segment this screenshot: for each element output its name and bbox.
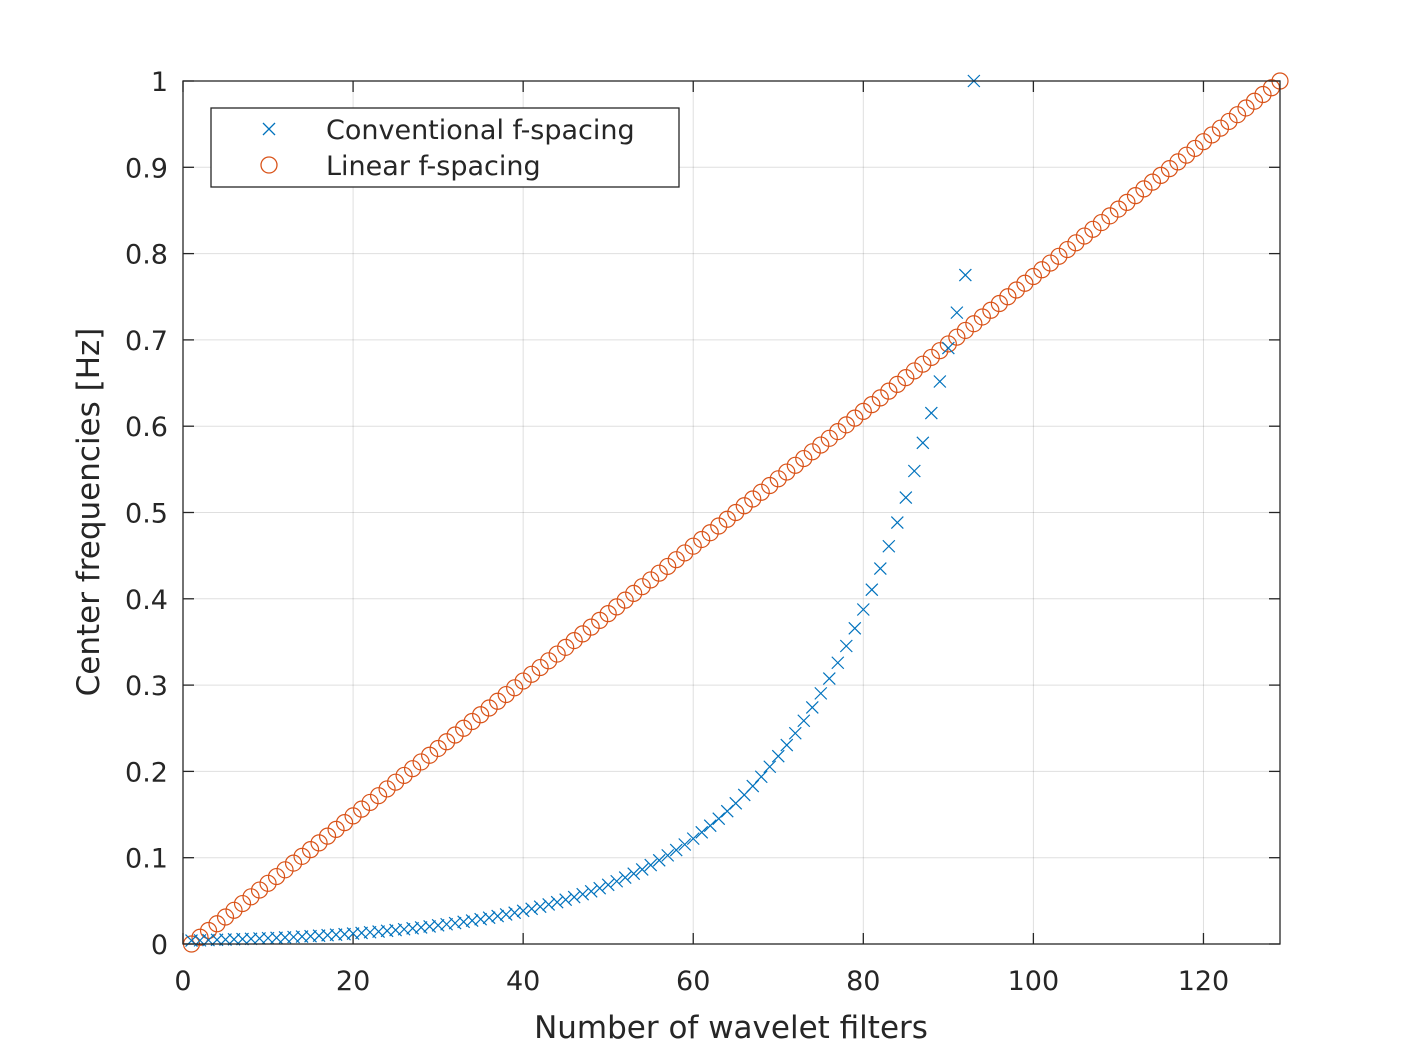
data-point-conventional <box>482 911 496 925</box>
x-tick-labels: 0 20 40 60 80 100 120 <box>174 966 1229 997</box>
data-point-conventional <box>950 306 964 320</box>
y-tick-label: 0.7 <box>125 326 168 357</box>
data-point-conventional <box>610 874 624 888</box>
data-point-conventional <box>576 887 590 901</box>
data-point-conventional <box>550 895 564 909</box>
x-tick-label: 120 <box>1178 966 1230 997</box>
x-tick-label: 80 <box>846 966 880 997</box>
data-point-conventional <box>635 863 649 876</box>
x-tick-label: 0 <box>174 966 191 997</box>
x-tick-label: 100 <box>1008 966 1060 997</box>
data-point-conventional <box>831 656 845 670</box>
data-point-conventional <box>712 812 726 826</box>
data-point-conventional <box>763 760 777 774</box>
data-point-conventional <box>856 603 870 616</box>
data-point-conventional <box>601 878 615 892</box>
data-point-conventional <box>797 714 811 728</box>
y-tick-label: 0 <box>151 930 168 961</box>
data-point-conventional <box>567 890 581 904</box>
y-tick-label: 0.1 <box>125 844 168 875</box>
data-point-conventional <box>465 914 479 927</box>
x-tick-label: 60 <box>676 966 710 997</box>
data-point-conventional <box>899 491 913 504</box>
data-point-conventional <box>499 907 513 921</box>
data-point-conventional <box>780 738 794 752</box>
data-point-conventional <box>805 701 819 714</box>
data-point-conventional <box>865 583 879 597</box>
data-point-conventional <box>542 898 556 911</box>
data-point-conventional <box>924 406 938 420</box>
data-point-conventional <box>533 900 547 914</box>
legend: Conventional f-spacing Linear f-spacing <box>210 107 680 188</box>
data-point-conventional <box>771 749 785 763</box>
data-point-conventional <box>525 902 539 916</box>
data-point-conventional <box>516 904 530 918</box>
y-tick-labels: 0 0.1 0.2 0.3 0.4 0.5 0.6 0.7 0.8 0.9 1 <box>125 67 168 961</box>
data-point-conventional <box>822 672 836 685</box>
data-point-conventional <box>882 539 896 553</box>
legend-label-linear: Linear f-spacing <box>326 151 541 182</box>
data-point-conventional <box>559 893 573 907</box>
data-point-conventional <box>695 825 709 839</box>
data-point-conventional <box>678 838 692 851</box>
data-point-conventional <box>873 562 887 576</box>
legend-marker-circle-icon <box>260 156 278 174</box>
data-point-conventional <box>644 858 658 872</box>
data-point-conventional <box>584 884 598 898</box>
y-tick-label: 0.3 <box>125 671 168 702</box>
data-point-conventional <box>661 848 675 862</box>
data-point-conventional <box>474 912 488 926</box>
y-tick-label: 0.2 <box>125 757 168 788</box>
y-tick-label: 0.8 <box>125 240 168 271</box>
data-point-conventional <box>754 770 768 784</box>
data-point-conventional <box>916 436 930 450</box>
data-point-conventional <box>788 726 802 740</box>
data-point-conventional <box>839 639 853 653</box>
data-point-conventional <box>508 906 522 920</box>
data-point-conventional <box>627 867 641 881</box>
data-point-conventional <box>814 686 828 700</box>
axes-box <box>182 80 1281 945</box>
legend-box <box>210 107 680 188</box>
data-point-conventional <box>618 871 632 884</box>
y-tick-label: 0.5 <box>125 499 168 530</box>
y-tick-label: 0.9 <box>125 153 168 184</box>
y-axis-label: Center frequencies [Hz] <box>71 328 107 697</box>
data-point-conventional <box>491 909 505 923</box>
data-point-conventional <box>941 341 955 355</box>
legend-marker-x-icon <box>262 122 276 136</box>
y-tick-label: 0.4 <box>125 585 168 616</box>
x-tick-label: 20 <box>336 966 370 997</box>
data-point-conventional <box>907 464 921 478</box>
data-point-conventional <box>686 832 700 846</box>
data-point-conventional <box>848 621 862 635</box>
x-tick-label: 40 <box>506 966 540 997</box>
data-point-conventional <box>703 819 717 833</box>
data-point-conventional <box>593 881 607 895</box>
data-point-conventional <box>890 516 904 530</box>
series-conventional-f-spacing <box>185 74 981 947</box>
x-axis-label: Number of wavelet filters <box>534 1010 928 1046</box>
series-linear-f-spacing <box>182 72 1289 953</box>
data-point-conventional <box>958 268 972 282</box>
data-point-conventional <box>669 843 683 857</box>
y-tick-label: 0.6 <box>125 412 168 443</box>
y-tick-label: 1 <box>151 67 168 98</box>
data-point-conventional <box>652 853 666 867</box>
data-point-conventional <box>933 375 947 388</box>
legend-label-conventional: Conventional f-spacing <box>326 115 635 146</box>
